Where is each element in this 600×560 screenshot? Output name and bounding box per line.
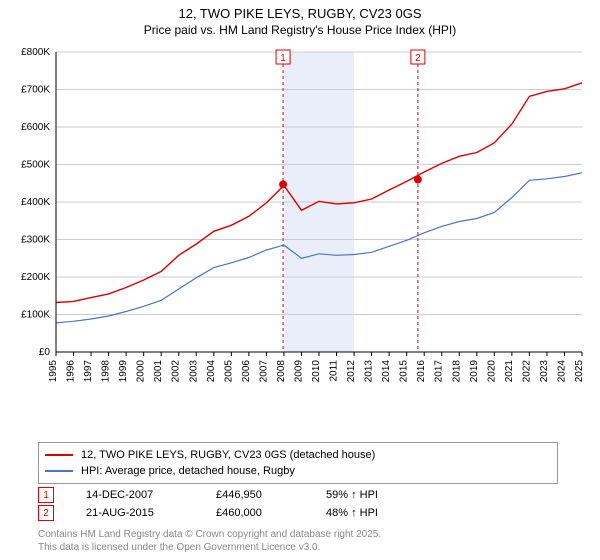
svg-text:2008: 2008 [276,360,287,383]
marker-number-badge: 2 [38,505,54,521]
svg-text:1997: 1997 [83,360,94,383]
svg-text:2000: 2000 [136,360,147,383]
svg-text:2025: 2025 [574,360,585,383]
legend-label: HPI: Average price, detached house, Rugb… [81,465,295,477]
chart-title: 12, TWO PIKE LEYS, RUGBY, CV23 0GS [0,0,600,21]
marker-price: £446,950 [216,489,326,501]
svg-text:£700K: £700K [21,85,50,96]
svg-text:2024: 2024 [556,360,567,383]
marker-price: £460,000 [216,507,326,519]
svg-text:2023: 2023 [539,360,550,383]
svg-text:£400K: £400K [21,197,50,208]
svg-text:2012: 2012 [346,360,357,383]
svg-text:2019: 2019 [469,360,480,383]
svg-text:2005: 2005 [223,360,234,383]
legend-label: 12, TWO PIKE LEYS, RUGBY, CV23 0GS (deta… [81,449,375,461]
svg-text:1999: 1999 [118,360,129,383]
marker-pct: 48% ↑ HPI [326,507,436,519]
svg-text:1996: 1996 [66,360,77,383]
svg-text:2020: 2020 [486,360,497,383]
marker-date: 21-AUG-2015 [86,507,216,519]
svg-text:2017: 2017 [434,360,445,383]
svg-text:1995: 1995 [48,360,59,383]
chart-subtitle: Price paid vs. HM Land Registry's House … [0,21,600,37]
svg-text:2006: 2006 [241,360,252,383]
chart-container: 12, TWO PIKE LEYS, RUGBY, CV23 0GS Price… [0,0,600,560]
line-chart-svg: £0 £100K £200K £300K £400K £500K £600K £700K £80… [0,44,600,404]
svg-text:2001: 2001 [153,360,164,383]
footer-attribution: Contains HM Land Registry data © Crown c… [38,528,558,554]
footer-line-2: This data is licensed under the Open Gov… [38,541,558,554]
marker-row: 1 14-DEC-2007£446,95059% ↑ HPI [38,486,558,504]
svg-text:£300K: £300K [21,235,50,246]
svg-text:1: 1 [280,53,286,64]
svg-text:£100K: £100K [21,310,50,321]
svg-text:£500K: £500K [21,160,50,171]
legend-row: 12, TWO PIKE LEYS, RUGBY, CV23 0GS (deta… [45,447,551,463]
marker-date: 14-DEC-2007 [86,489,216,501]
legend-row: HPI: Average price, detached house, Rugb… [45,463,551,479]
legend-swatch [45,454,73,456]
footer-line-1: Contains HM Land Registry data © Crown c… [38,528,558,541]
sale-markers-table: 1 14-DEC-2007£446,95059% ↑ HPI 2 21-AUG-201… [38,486,558,522]
svg-text:1998: 1998 [101,360,112,383]
svg-text:£600K: £600K [21,122,50,133]
legend-box: 12, TWO PIKE LEYS, RUGBY, CV23 0GS (deta… [38,442,558,484]
svg-text:£200K: £200K [21,272,50,283]
svg-text:2: 2 [415,53,421,64]
svg-text:2022: 2022 [521,360,532,383]
chart-area: £0 £100K £200K £300K £400K £500K £600K £700K £80… [0,44,600,404]
svg-text:2014: 2014 [381,360,392,383]
svg-text:£800K: £800K [21,47,50,58]
svg-text:2003: 2003 [188,360,199,383]
svg-text:2011: 2011 [329,360,340,382]
svg-text:2021: 2021 [504,360,515,383]
marker-pct: 59% ↑ HPI [326,489,436,501]
marker-row: 2 21-AUG-2015£460,00048% ↑ HPI [38,504,558,522]
svg-text:2004: 2004 [206,360,217,383]
svg-text:2013: 2013 [364,360,375,383]
marker-number-badge: 1 [38,487,54,503]
svg-text:£0: £0 [39,347,51,358]
svg-text:2007: 2007 [258,360,269,383]
svg-text:2002: 2002 [171,360,182,383]
svg-text:2018: 2018 [451,360,462,383]
svg-text:2010: 2010 [311,360,322,383]
legend-swatch [45,470,73,472]
svg-text:2009: 2009 [293,360,304,383]
svg-text:2016: 2016 [416,360,427,383]
svg-text:2015: 2015 [399,360,410,383]
